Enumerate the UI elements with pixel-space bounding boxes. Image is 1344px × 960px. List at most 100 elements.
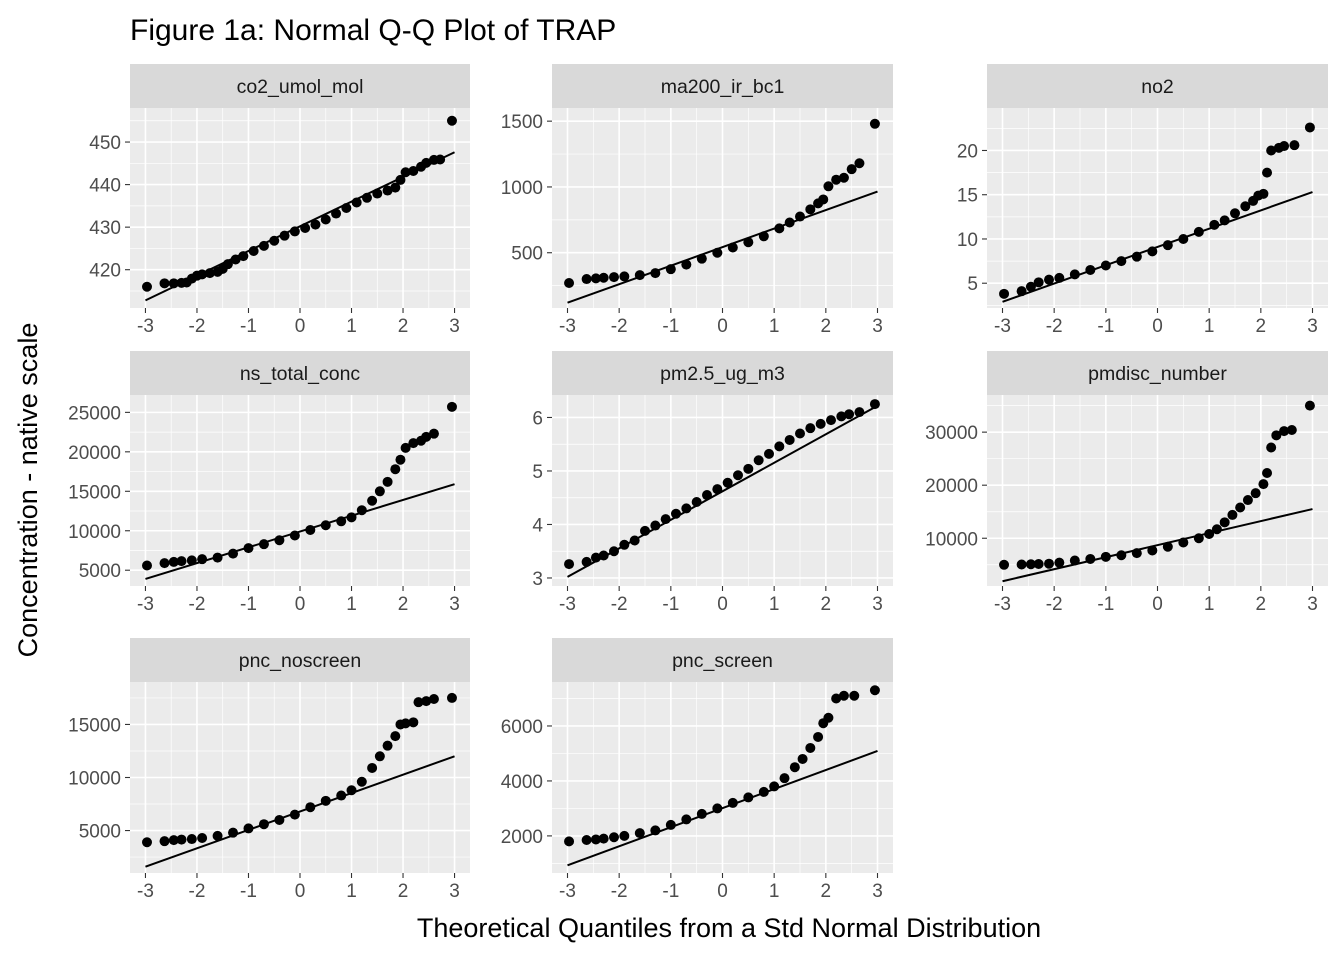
- data-point: [176, 834, 187, 845]
- data-point: [564, 278, 575, 288]
- facet-strip-label: pm2.5_ug_m3: [660, 363, 785, 385]
- data-point: [421, 157, 432, 168]
- y-tick-label: 20: [957, 141, 978, 162]
- data-point: [696, 253, 707, 264]
- y-tick-label: 10: [957, 230, 978, 251]
- data-point: [446, 115, 457, 126]
- y-tick-label: 420: [89, 261, 121, 282]
- data-point: [408, 165, 419, 176]
- data-point: [142, 281, 152, 292]
- facet-strip: [987, 351, 1328, 395]
- data-point: [1162, 541, 1173, 552]
- x-tick-label: 3: [872, 594, 883, 615]
- data-point: [310, 219, 321, 230]
- x-tick-label: 3: [872, 316, 883, 337]
- data-point: [869, 685, 880, 696]
- x-tick-label: 3: [872, 881, 883, 902]
- data-point: [1304, 400, 1315, 411]
- data-point: [795, 211, 805, 222]
- x-tick-label: -3: [137, 316, 154, 337]
- data-point: [1016, 559, 1027, 570]
- x-tick-label: 0: [295, 881, 306, 902]
- data-point: [681, 814, 692, 825]
- data-point: [400, 167, 411, 178]
- data-point: [421, 696, 432, 707]
- data-point: [1209, 219, 1220, 230]
- data-point: [815, 418, 826, 429]
- x-tick-label: -1: [1097, 316, 1114, 337]
- data-point: [609, 272, 619, 283]
- data-point: [446, 692, 457, 703]
- data-point: [428, 693, 439, 704]
- data-point: [1054, 272, 1065, 283]
- x-tick-label: 1: [1204, 594, 1215, 615]
- data-point: [320, 795, 331, 806]
- facet-panel: pnc_noscreen -3 -2 -1 0 1 2 3 5000 10000 15000: [68, 638, 470, 902]
- data-point: [758, 786, 769, 797]
- data-point: [159, 278, 170, 289]
- data-point: [733, 470, 743, 481]
- data-point: [634, 828, 645, 839]
- data-point: [779, 773, 790, 784]
- data-point: [238, 251, 249, 262]
- data-point: [1162, 240, 1173, 251]
- data-point: [727, 797, 738, 808]
- x-tick-label: 2: [821, 594, 832, 615]
- data-point: [665, 264, 676, 275]
- x-tick-label: 2: [1256, 594, 1267, 615]
- data-point: [1230, 208, 1240, 219]
- facet-strip-label: pnc_noscreen: [239, 650, 362, 672]
- x-tick-label: -2: [189, 881, 206, 902]
- data-point: [758, 231, 769, 242]
- x-tick-label: -2: [611, 594, 628, 615]
- data-point: [305, 524, 316, 535]
- data-point: [1289, 140, 1300, 151]
- data-point: [784, 217, 795, 228]
- data-point: [400, 442, 411, 453]
- facet-panel: co2_umol_mol -3 -2 -1 0 1 2 3 420 430 440 450: [89, 64, 470, 337]
- y-tick-label: 1500: [501, 112, 543, 133]
- qq-reference-line: [567, 190, 878, 304]
- data-point: [320, 214, 331, 225]
- data-point: [1033, 277, 1044, 288]
- data-point: [279, 230, 290, 241]
- data-point: [564, 836, 575, 847]
- data-point: [1085, 264, 1096, 275]
- y-tick-label: 4: [532, 515, 543, 536]
- x-tick-label: 0: [1152, 316, 1163, 337]
- x-tick-label: 3: [1307, 316, 1318, 337]
- data-point: [331, 208, 342, 219]
- x-tick-label: -2: [1046, 594, 1063, 615]
- data-point: [1025, 559, 1036, 570]
- data-point: [619, 830, 630, 841]
- x-tick-label: 0: [295, 594, 306, 615]
- x-tick-label: -3: [137, 594, 154, 615]
- x-tick-label: -3: [994, 316, 1011, 337]
- facet-panel: ma200_ir_bc1 -3 -2 -1 0 1 2 3 500 1000 1500: [501, 64, 893, 337]
- data-point: [784, 434, 795, 445]
- data-point: [1025, 281, 1036, 292]
- x-tick-label: 1: [346, 316, 357, 337]
- data-point: [619, 271, 630, 282]
- x-tick-label: 1: [1204, 316, 1215, 337]
- data-point: [1069, 269, 1080, 280]
- data-point: [1116, 256, 1127, 267]
- data-point: [1258, 188, 1269, 199]
- y-axis-title: Concentration - native scale: [13, 323, 43, 658]
- facet-strip: [130, 638, 470, 682]
- data-point: [712, 803, 723, 814]
- data-point: [142, 560, 152, 571]
- x-tick-label: -1: [662, 881, 679, 902]
- data-point: [846, 164, 857, 175]
- data-point: [1219, 215, 1230, 226]
- data-point: [356, 776, 367, 787]
- x-tick-label: 2: [398, 316, 409, 337]
- data-point: [1069, 555, 1080, 566]
- x-tick-label: 2: [821, 316, 832, 337]
- data-point: [168, 835, 179, 846]
- data-point: [1100, 551, 1111, 562]
- data-point: [243, 543, 254, 554]
- x-tick-label: 3: [449, 881, 460, 902]
- x-axis-title: Theoretical Quantiles from a Std Normal …: [417, 913, 1041, 943]
